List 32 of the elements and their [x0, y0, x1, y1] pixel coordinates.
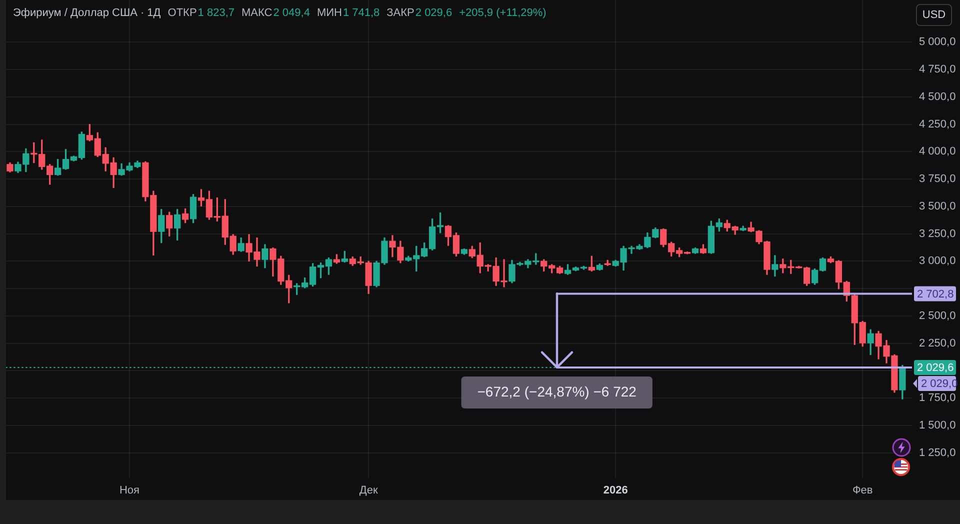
y-tick-label: 2 500,0: [919, 310, 956, 322]
y-tick-label: 4 250,0: [919, 118, 956, 130]
y-axis-title: USD: [916, 4, 952, 26]
y-tick-label: 1 500,0: [919, 419, 956, 432]
ref-line-label: 2 029,6: [917, 362, 954, 374]
y-tick-label: 5 000,0: [919, 36, 956, 48]
x-tick-label: Ноя: [119, 484, 140, 497]
y-tick-label: 4 750,0: [919, 64, 956, 76]
annotation: ОТКР: [168, 7, 197, 19]
y-tick-label: 2 250,0: [919, 337, 956, 350]
annotation: МАКС: [242, 7, 272, 19]
annotation: ЗАКР: [386, 7, 414, 19]
y-tick-label: 3 250,0: [919, 228, 956, 240]
annotation: 1 823,7: [198, 7, 234, 19]
y-tick-label: 3 500,0: [919, 200, 956, 212]
annotation: 1 741,8: [342, 7, 380, 19]
y-tick-label: 4 500,0: [919, 90, 956, 103]
ref-line-label: 2 702,8: [917, 288, 954, 300]
y-tick-label: 3 000,0: [919, 255, 956, 268]
x-tick-label: Дек: [359, 484, 378, 497]
text: Эфириум / Доллар США · 1Д: [13, 7, 161, 19]
annotation: 2 049,4: [273, 7, 310, 19]
x-tick-label: Фев: [852, 484, 873, 497]
y-tick-label: 1 750,0: [919, 392, 956, 404]
y-tick-label: 1 250,0: [919, 446, 956, 459]
annotation: МИН: [316, 7, 342, 19]
annotation: +205,9 (+11,29%): [459, 7, 546, 19]
x-tick-label: 2026: [603, 484, 628, 497]
annotation: 2 029,6: [415, 7, 452, 19]
y-tick-label: 3 750,0: [919, 173, 956, 186]
annotation: −672,2 (−24,87%) −6 722: [477, 383, 637, 400]
y-tick-label: 4 000,0: [919, 146, 956, 158]
